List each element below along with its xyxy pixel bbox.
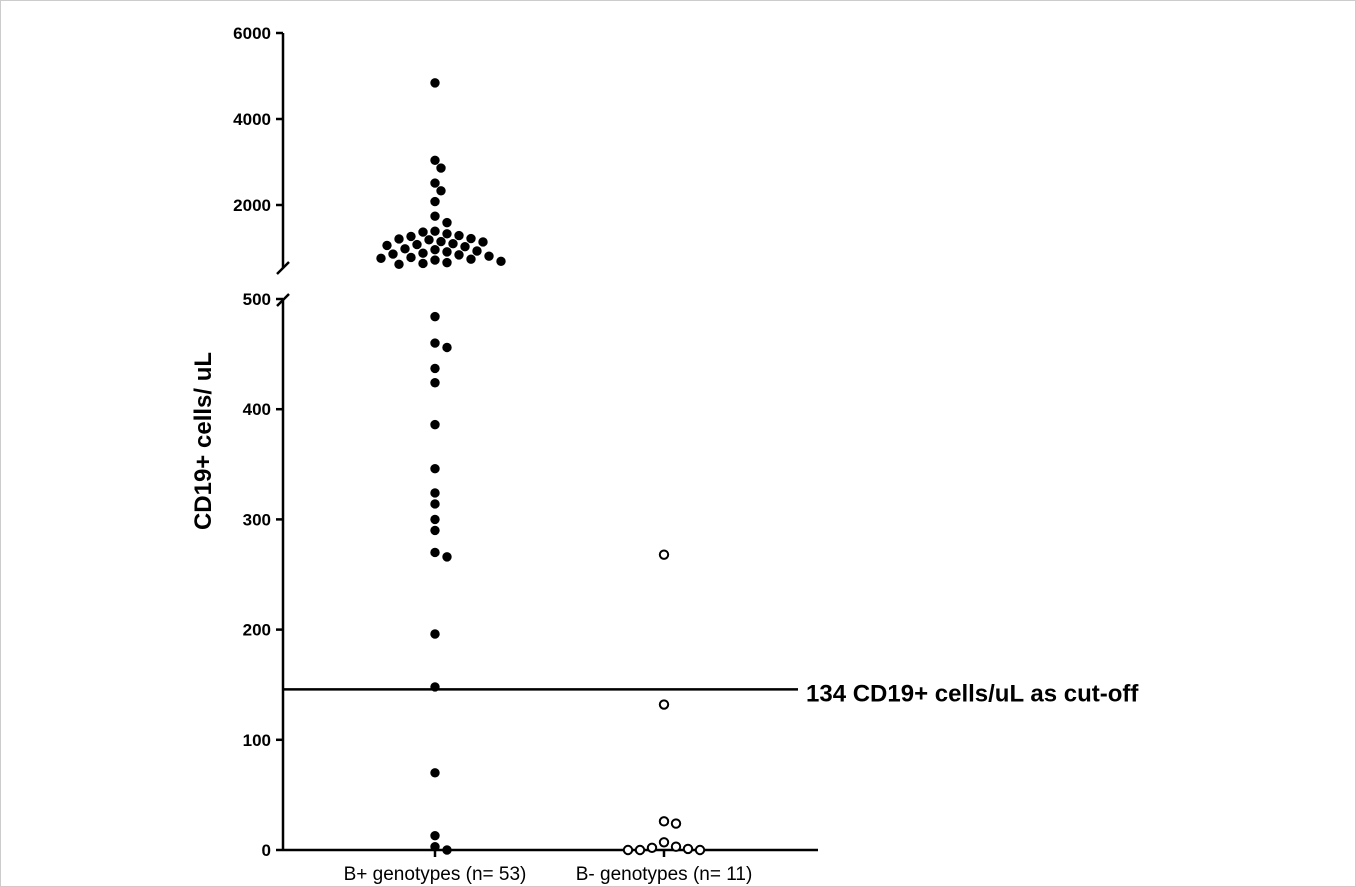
b-minus-data-point bbox=[694, 844, 706, 856]
b-plus-data-point bbox=[430, 547, 440, 558]
b-minus-data-point bbox=[682, 843, 694, 855]
b-plus-data-point bbox=[442, 342, 452, 353]
cutoff-label: 134 CD19+ cells/uL as cut-off bbox=[806, 680, 1139, 707]
b-plus-data-point bbox=[406, 231, 416, 242]
b-plus-data-point bbox=[430, 682, 440, 692]
b-plus-data-point bbox=[430, 514, 440, 525]
b-plus-data-point bbox=[430, 211, 440, 221]
b-minus-data-point bbox=[658, 549, 670, 560]
b-plus-data-point bbox=[442, 247, 452, 257]
y-tick-label-6000: 6000 bbox=[233, 24, 271, 43]
y-tick-label-100: 100 bbox=[243, 731, 271, 750]
b-plus-data-point bbox=[406, 252, 416, 263]
b-plus-data-point bbox=[430, 525, 440, 536]
b-plus-data-point bbox=[418, 227, 428, 237]
y-tick-label-0: 0 bbox=[262, 841, 271, 860]
b-plus-data-point bbox=[484, 251, 494, 261]
b-plus-data-point bbox=[466, 254, 476, 264]
category-label-b-plus: B+ genotypes (n= 53) bbox=[344, 864, 527, 885]
b-minus-data-point bbox=[670, 841, 682, 852]
b-plus-data-point bbox=[430, 255, 440, 265]
b-plus-data-point bbox=[436, 236, 446, 247]
data-points-group bbox=[376, 78, 706, 856]
b-plus-data-point bbox=[442, 229, 452, 239]
y-tick-label-200: 200 bbox=[243, 621, 271, 640]
b-plus-data-point bbox=[430, 311, 440, 322]
b-plus-data-point bbox=[442, 552, 452, 562]
b-plus-data-point bbox=[430, 338, 440, 348]
b-plus-data-point bbox=[430, 464, 440, 474]
y-tick-label-500: 500 bbox=[243, 290, 271, 309]
y-axis-title: CD19+ cells/ uL bbox=[190, 352, 217, 530]
b-plus-data-point bbox=[436, 186, 446, 196]
b-plus-data-point bbox=[430, 830, 440, 841]
b-plus-data-point bbox=[430, 178, 440, 188]
y-tick-label-300: 300 bbox=[243, 510, 271, 529]
b-minus-data-point bbox=[634, 844, 646, 856]
b-minus-data-point bbox=[646, 842, 658, 853]
b-plus-data-point bbox=[442, 217, 452, 228]
y-tick-label-400: 400 bbox=[243, 400, 271, 419]
b-plus-data-point bbox=[430, 196, 440, 207]
b-plus-data-point bbox=[430, 245, 440, 255]
b-plus-data-point bbox=[430, 419, 440, 430]
b-plus-data-point bbox=[430, 378, 440, 388]
b-plus-data-point bbox=[430, 841, 440, 852]
y-tick-label-2000: 2000 bbox=[233, 196, 271, 215]
axis-break-mark-top bbox=[276, 261, 290, 275]
b-plus-data-point bbox=[418, 248, 428, 258]
b-plus-data-point bbox=[382, 240, 392, 251]
b-plus-data-point bbox=[418, 258, 428, 269]
b-plus-data-point bbox=[442, 845, 452, 855]
b-plus-data-point bbox=[430, 768, 440, 778]
b-plus-data-point bbox=[430, 629, 440, 639]
b-plus-data-point bbox=[430, 363, 440, 374]
y-tick-label-4000: 4000 bbox=[233, 110, 271, 129]
b-plus-data-point bbox=[394, 234, 404, 244]
b-minus-data-point bbox=[658, 699, 670, 710]
b-plus-data-point bbox=[472, 246, 482, 256]
b-plus-data-point bbox=[442, 257, 452, 268]
b-minus-data-point bbox=[658, 816, 670, 827]
b-plus-data-point bbox=[388, 249, 398, 259]
category-label-b-minus: B- genotypes (n= 11) bbox=[576, 864, 753, 885]
b-plus-data-point bbox=[430, 488, 440, 498]
b-plus-data-point bbox=[496, 256, 506, 267]
b-plus-data-point bbox=[394, 259, 404, 270]
b-plus-data-point bbox=[454, 230, 464, 241]
b-plus-data-point bbox=[478, 237, 488, 247]
b-plus-data-point bbox=[430, 78, 440, 88]
b-plus-data-point bbox=[430, 499, 440, 509]
b-plus-data-point bbox=[424, 235, 434, 245]
b-plus-data-point bbox=[460, 242, 470, 252]
b-minus-data-point bbox=[622, 844, 634, 856]
b-plus-data-point bbox=[376, 253, 386, 264]
b-minus-data-point bbox=[670, 818, 682, 829]
b-plus-data-point bbox=[454, 250, 464, 260]
b-plus-data-point bbox=[436, 163, 446, 173]
y-ticks-group: 0 100 200 300 400 500 2000 4000 6000 bbox=[233, 24, 283, 860]
b-minus-data-point bbox=[658, 837, 670, 848]
b-plus-data-point bbox=[400, 244, 410, 254]
b-plus-data-point bbox=[448, 239, 458, 249]
b-plus-data-point bbox=[466, 233, 476, 244]
b-plus-data-point bbox=[412, 239, 422, 250]
b-plus-data-point bbox=[430, 155, 440, 165]
b-plus-data-point bbox=[430, 226, 440, 236]
